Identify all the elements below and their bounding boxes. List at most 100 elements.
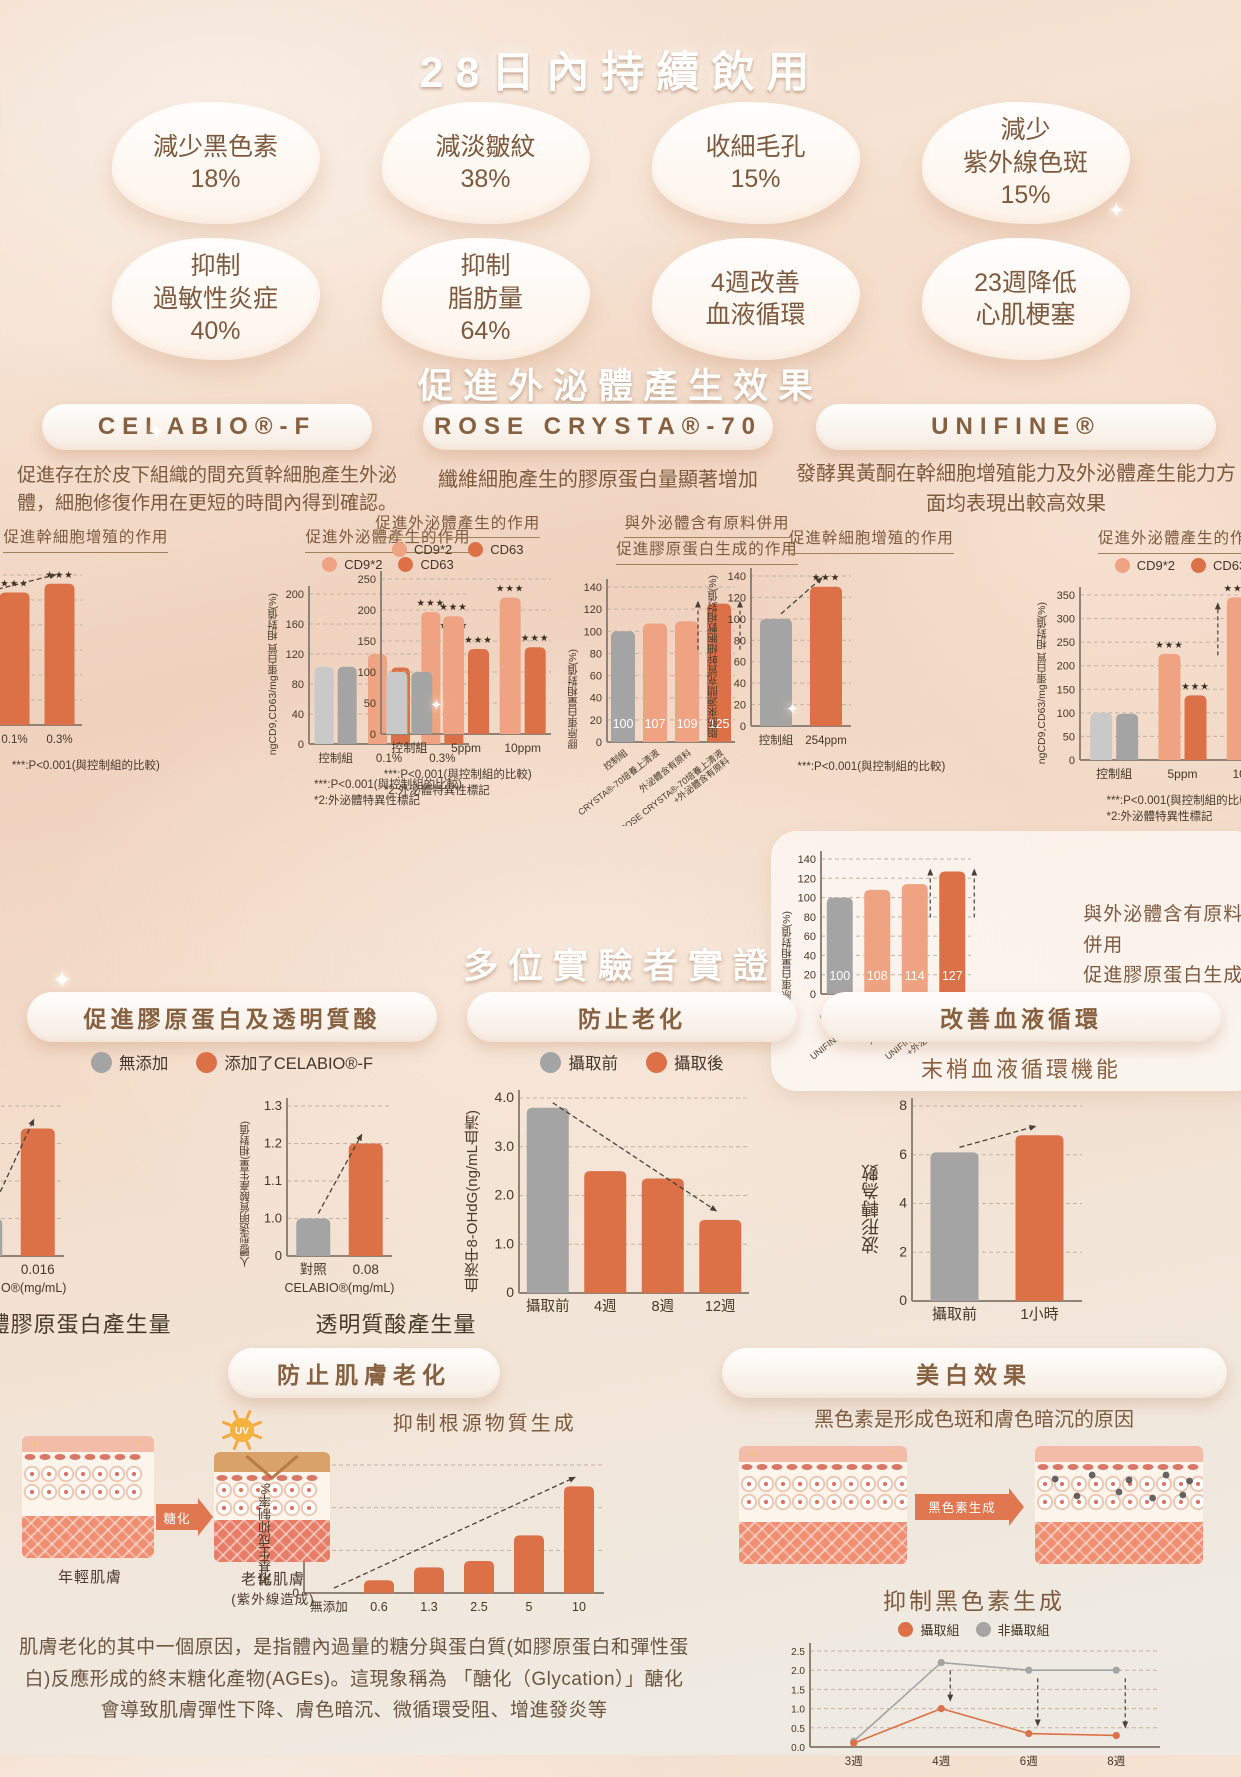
- star-annotation: ★★★: [439, 603, 468, 614]
- bar: [1116, 713, 1139, 760]
- y-tick-label: 200: [357, 605, 375, 617]
- product-title-rose-crysta: ROSE CRYSTA®-70: [423, 404, 773, 450]
- y-tick-label: 0: [596, 737, 602, 749]
- y-tick-label: 80: [590, 649, 602, 661]
- chart-footnote: ***:P<0.001(與控制組的比較) *2:外泌體特異性標記: [1106, 794, 1241, 824]
- chart-svg: 0.0 0.5 1.0 1.5 2.0 2.5 3週 4週 6週 8週: [791, 1642, 1160, 1768]
- legend: 無添加 添加了CELABIO®-F: [90, 1050, 373, 1074]
- legend-dot: [391, 542, 407, 558]
- star-annotation: ★★★: [416, 598, 445, 609]
- bar: [414, 1567, 445, 1593]
- chart-svg: 0 1.0 1.1 1.2 1.3 對照 0.08 CELABIO®(mg/mL): [264, 1098, 395, 1295]
- legend-item: 攝取前: [540, 1050, 618, 1074]
- y-tick-label: 80: [734, 635, 746, 647]
- x-category-label: 0.08: [353, 1262, 379, 1277]
- legend-label: CD63: [1212, 557, 1241, 573]
- x-category-label: 3週: [845, 1755, 863, 1768]
- bar: [348, 1143, 383, 1256]
- chart-title: 促進幹細胞增殖的作用: [788, 527, 954, 554]
- y-tick-label: 20: [734, 700, 746, 712]
- star-annotation: ★★★: [812, 573, 841, 584]
- y-tick-label: 0: [298, 739, 304, 751]
- legend-dot: [90, 1051, 112, 1073]
- x-category-label: 對照: [300, 1262, 327, 1277]
- legend-label: 攝取後: [673, 1055, 724, 1073]
- bar: [564, 1486, 595, 1593]
- bar: [514, 1535, 545, 1593]
- y-tick-label: 140: [797, 854, 815, 866]
- y-tick-label: 80: [804, 912, 816, 924]
- y-tick-label: 120: [728, 592, 746, 604]
- y-tick-label: 8: [899, 1097, 907, 1113]
- bar: [706, 603, 731, 743]
- star-annotation: ★★★: [496, 584, 525, 595]
- value-label: 100: [829, 969, 850, 983]
- chart-collagen-production: 人體I型膠原蛋白產生量(相對值)01.01.11.21.3對照0.016CELA…: [0, 1086, 225, 1339]
- x-category-label: 2.5: [471, 1600, 488, 1614]
- skin-aging-illustration: ✦ ✦ 糖化 UV 年輕肌膚 老化肌膚 (紫外線造成): [18, 1408, 330, 1622]
- bar: [0, 1219, 3, 1256]
- aging-explanation-text: 肌膚老化的其中一個原因，是指體內過量的糖分與蛋白質(如膠原蛋白和彈性蛋白)反應形…: [19, 1637, 689, 1722]
- svg-text:✦: ✦: [889, 1448, 897, 1458]
- bar: [527, 1107, 570, 1293]
- legend-dot: [898, 1621, 914, 1637]
- skin-aging-content: ✦ ✦ 糖化 UV 年輕肌膚 老化肌膚 (紫外線造成) 抑制根源物質生成 羰基生成抑…: [18, 1408, 710, 1624]
- y-tick-label: 20: [590, 715, 602, 727]
- bar: [1015, 1135, 1064, 1301]
- chart-footnote: ***:P<0.001(與控制組的比較) *2:外泌體特異性標記: [313, 779, 462, 808]
- value-label: 114: [905, 969, 925, 983]
- charts-row: 促進幹細胞增殖的作用脂肪來源間充質幹細胞數相對值(%) 0 20 40 60 80 100 1…: [707, 527, 1241, 825]
- legend-dot: [196, 1051, 218, 1073]
- bar: [901, 884, 928, 995]
- line-series: [853, 1707, 1117, 1744]
- chart-body: ngCD9,CD63/mg蛋白質 相對值(%) 0 50 100 150 200 250 30…: [1036, 575, 1241, 791]
- y-tick-label: 0.5: [791, 1723, 805, 1734]
- aged-skin-sublabel: (紫外線造成): [231, 1592, 315, 1607]
- legend: 攝取前 攝取後: [540, 1050, 723, 1074]
- x-category-label: 5ppm: [1167, 767, 1197, 781]
- chart-body: 0 50 100 150 200 250 控制組 ★★★ ★★★ 5ppm ★★★ ★★★ 10ppm: [349, 559, 567, 765]
- legend-item: 添加了CELABIO®-F: [196, 1050, 373, 1074]
- chart-melanin-suppression: 攝取組 非攝取組 0.0 0.5 1.0 1.5 2.0 2.5 3週 4週 6週 8週: [714, 1618, 1234, 1777]
- y-tick-label: 250: [1057, 637, 1075, 649]
- legend: 攝取組 非攝取組: [898, 1620, 1050, 1639]
- y-tick-label: 6: [899, 1146, 907, 1162]
- y-tick-label: 0: [1069, 755, 1075, 767]
- benefit-badge: 收細毛孔 15%: [651, 102, 860, 224]
- bar: [337, 666, 357, 745]
- legend-item: CD63: [468, 542, 524, 558]
- benefit-badge: 減少 紫外線色斑 15%: [921, 102, 1130, 224]
- y-tick-label: 160: [286, 619, 304, 631]
- legend-label: CD63: [490, 542, 524, 558]
- skin-diagram-melanin: [1035, 1445, 1203, 1569]
- bar: [1090, 712, 1113, 760]
- x-category-label: 0.1%: [376, 753, 402, 765]
- product-title-unifine: UNIFINE®: [816, 404, 1216, 450]
- x-category-label: 0.1%: [1, 734, 27, 746]
- whitening-section: 美白效果 黑色素是形成色斑和膚色暗沉的原因 ✦ ✦ 黑色素生成 抑制黑色素生成 攝…: [714, 1348, 1234, 1777]
- page-title: 28日內持續飲用: [419, 49, 822, 97]
- panel-title-circulation: 改善血液循環: [820, 992, 1221, 1042]
- trend-arrow: [334, 1476, 577, 1589]
- y-tick-label: 100: [1057, 708, 1075, 720]
- y-tick-label: 140: [583, 582, 601, 594]
- bar: [864, 890, 891, 995]
- y-tick-label: 120: [286, 649, 304, 661]
- y-tick-label: 1.5: [791, 1685, 805, 1696]
- x-category-label: 4週: [594, 1298, 617, 1315]
- chart-footnote: ***:P<0.001(與控制組的比較): [11, 760, 160, 773]
- whitening-title: 美白效果: [721, 1348, 1227, 1398]
- x-category-label: 攝取前: [526, 1298, 570, 1315]
- benefit-badges-row-1: 減少黑色素 18% 減淡皺紋 38% 收細毛孔 15% 減少 紫外線色斑 15%: [0, 102, 1241, 224]
- skin-aging-title: 防止肌膚老化: [228, 1348, 500, 1398]
- bar: [930, 1152, 979, 1301]
- star-annotation: ★★★: [1155, 640, 1184, 651]
- value-label: 125: [708, 717, 729, 731]
- circulation-subtitle: 末梢血液循環機能: [920, 1057, 1121, 1082]
- legend-item: 無添加: [90, 1050, 168, 1074]
- bar: [464, 1561, 495, 1593]
- chart-rose-collagen: 與外泌體含有原料併用 促進膠原蛋白生成的作用 膠原蛋白量相對值(%) 0 20 40 60 8…: [553, 512, 848, 835]
- x-category-label: 0.6: [371, 1600, 388, 1614]
- bar: [44, 583, 75, 726]
- product-title-celabio: CELABIO®-F: [42, 404, 372, 450]
